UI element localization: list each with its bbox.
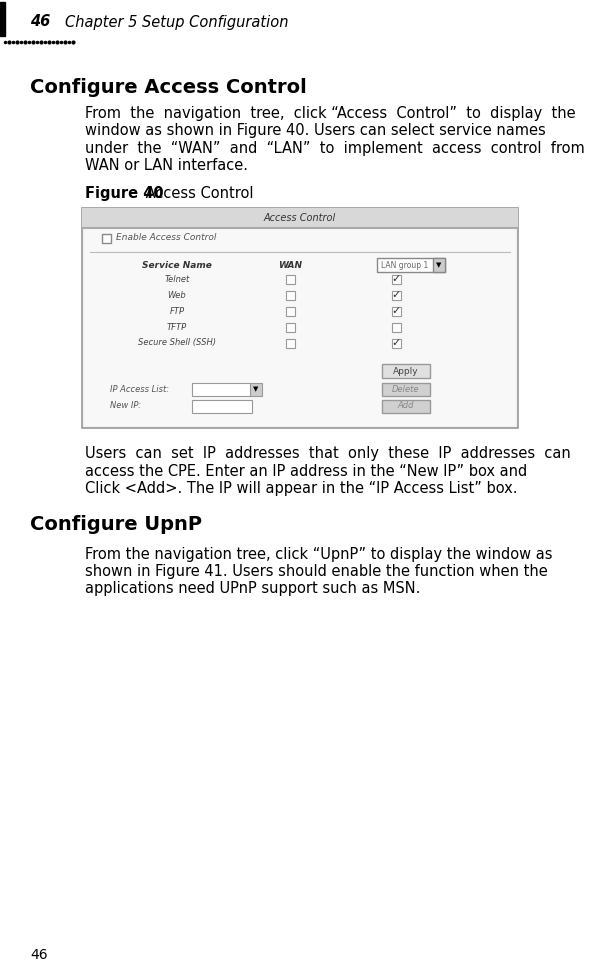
Text: 46: 46 [30, 14, 50, 30]
Bar [433, 258, 445, 272]
Text: shown in Figure 41. Users should enable the function when the: shown in Figure 41. Users should enable … [85, 564, 548, 579]
Bar [0, 2, 5, 36]
Text: TFTP: TFTP [167, 323, 187, 332]
Bar [286, 290, 294, 300]
Text: Chapter 5 Setup Configuration: Chapter 5 Setup Configuration [65, 14, 288, 30]
Bar [392, 275, 401, 283]
Text: Service Name: Service Name [142, 260, 212, 270]
Bar [192, 383, 252, 396]
Bar [392, 290, 401, 300]
Text: FTP: FTP [170, 307, 184, 315]
Bar [84, 229, 516, 426]
Bar [82, 208, 518, 228]
Text: Access Control: Access Control [141, 186, 253, 201]
Bar [286, 275, 294, 283]
Bar [392, 323, 401, 332]
Text: under  the  “WAN”  and  “LAN”  to  implement  access  control  from: under the “WAN” and “LAN” to implement a… [85, 141, 584, 156]
Text: ✓: ✓ [392, 274, 401, 284]
Bar [382, 364, 430, 378]
Bar [377, 258, 445, 272]
Bar [286, 338, 294, 347]
Bar [192, 400, 252, 413]
Text: ✓: ✓ [392, 290, 401, 300]
Text: IP Access List:: IP Access List: [110, 385, 169, 393]
Bar [102, 233, 111, 243]
Bar [82, 208, 518, 428]
Text: Telnet: Telnet [165, 275, 190, 283]
Text: window as shown in Figure 40. Users can select service names: window as shown in Figure 40. Users can … [85, 123, 546, 139]
Bar [382, 383, 430, 396]
Text: ✓: ✓ [392, 306, 401, 316]
Text: Users  can  set  IP  addresses  that  only  these  IP  addresses  can: Users can set IP addresses that only the… [85, 446, 571, 461]
Text: From the navigation tree, click “UpnP” to display the window as: From the navigation tree, click “UpnP” t… [85, 547, 553, 561]
Text: Apply: Apply [393, 366, 419, 376]
Text: access the CPE. Enter an IP address in the “New IP” box and: access the CPE. Enter an IP address in t… [85, 464, 528, 478]
Text: applications need UPnP support such as MSN.: applications need UPnP support such as M… [85, 581, 420, 597]
Bar [392, 307, 401, 315]
Text: ▼: ▼ [253, 386, 259, 392]
Text: Secure Shell (SSH): Secure Shell (SSH) [138, 338, 216, 347]
Text: WAN: WAN [278, 260, 302, 270]
Bar [250, 383, 262, 396]
Text: ✓: ✓ [392, 338, 401, 348]
Text: Configure UpnP: Configure UpnP [30, 515, 202, 533]
Text: Add: Add [398, 401, 414, 411]
Text: Figure 40: Figure 40 [85, 186, 163, 201]
Text: Click <Add>. The IP will appear in the “IP Access List” box.: Click <Add>. The IP will appear in the “… [85, 481, 518, 496]
Text: ▼: ▼ [436, 262, 442, 268]
Text: WAN or LAN interface.: WAN or LAN interface. [85, 158, 248, 174]
Bar [382, 400, 430, 413]
Text: Access Control: Access Control [264, 213, 336, 223]
Text: Enable Access Control: Enable Access Control [116, 233, 217, 243]
Text: LAN group 1: LAN group 1 [381, 260, 428, 270]
Text: Configure Access Control: Configure Access Control [30, 78, 307, 97]
Text: Web: Web [168, 290, 187, 300]
Text: 46: 46 [30, 948, 48, 962]
Text: From  the  navigation  tree,  click “Access  Control”  to  display  the: From the navigation tree, click “Access … [85, 106, 576, 121]
Text: New IP:: New IP: [110, 401, 141, 411]
Bar [286, 307, 294, 315]
Text: Delete: Delete [392, 385, 420, 393]
Bar [286, 323, 294, 332]
Bar [392, 338, 401, 347]
